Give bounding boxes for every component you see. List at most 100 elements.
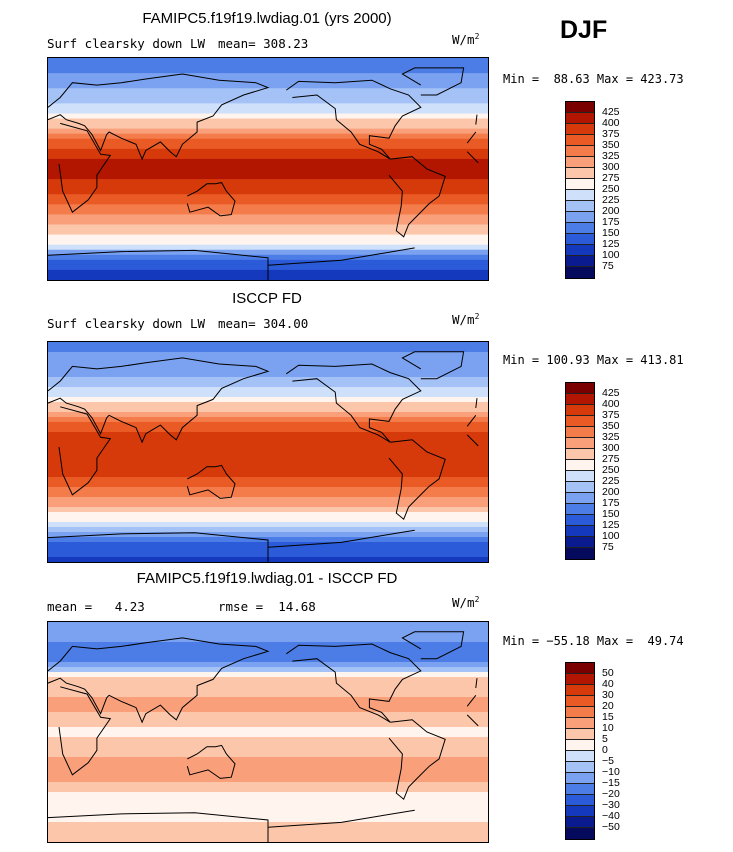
coastline-greenland — [401, 67, 465, 96]
contour-band — [48, 492, 488, 498]
contour-band — [48, 427, 488, 433]
contour-band — [48, 767, 488, 773]
colorbar-swatch — [566, 383, 594, 394]
coastline-antarctica — [267, 529, 415, 548]
contour-band — [48, 407, 488, 413]
colorbar-tick-label: −30 — [602, 799, 620, 811]
contour-band — [48, 727, 488, 733]
colorbar-swatch — [566, 696, 594, 707]
panel2-map-svg — [48, 342, 488, 562]
panel1-minmax: Min = 88.63 Max = 423.73 — [503, 72, 684, 86]
contour-band — [48, 697, 488, 703]
coastline-australia — [186, 182, 236, 217]
colorbar-swatch — [566, 828, 594, 839]
contour-band — [48, 194, 488, 200]
contour-band — [48, 98, 488, 105]
contour-band — [48, 133, 488, 140]
contour-band — [48, 179, 488, 185]
colorbar-swatch — [566, 267, 594, 278]
colorbar-tick-label: 325 — [602, 431, 620, 443]
contour-band — [48, 632, 488, 638]
contour-band — [48, 517, 488, 523]
panel1-map-svg — [48, 58, 488, 280]
colorbar-tick-label: 200 — [602, 205, 620, 217]
panel2-units: W/m2 — [452, 312, 480, 328]
colorbar-swatch — [566, 460, 594, 471]
contour-band — [48, 532, 488, 538]
colorbar-tick-label: 0 — [602, 744, 608, 756]
colorbar-swatch — [566, 674, 594, 685]
colorbar-swatch — [566, 179, 594, 190]
colorbar-tick-label: 250 — [602, 183, 620, 195]
coastline-europeAsia — [475, 398, 478, 409]
contour-band — [48, 682, 488, 688]
colorbar-swatch — [566, 773, 594, 784]
colorbar-swatch — [566, 504, 594, 515]
coastline-antarctica — [48, 249, 269, 280]
colorbar-swatch — [566, 729, 594, 740]
colorbar-tick-label: 10 — [602, 722, 614, 734]
colorbar-tick-label: 20 — [602, 700, 614, 712]
contour-band — [48, 812, 488, 818]
contour-band — [48, 63, 488, 69]
contour-band — [48, 372, 488, 378]
contour-band — [48, 174, 488, 180]
coastline-africa — [466, 151, 479, 164]
colorbar-swatch — [566, 223, 594, 234]
contour-band — [48, 143, 488, 150]
contour-band — [48, 462, 488, 468]
contour-band — [48, 807, 488, 813]
colorbar-tick-label: 400 — [602, 398, 620, 410]
contour-band — [48, 497, 488, 503]
contour-band — [48, 782, 488, 788]
coastline-africa — [58, 122, 112, 213]
contour-band — [48, 662, 488, 668]
contour-band — [48, 652, 488, 658]
contour-band — [48, 158, 488, 165]
panel1-title: FAMIPC5.f19f19.lwdiag.01 (yrs 2000) — [142, 10, 392, 27]
contour-band — [48, 692, 488, 698]
colorbar-swatch — [566, 124, 594, 135]
coastline-europeAsia — [475, 678, 478, 689]
panel2-mean: mean= 304.00 — [218, 316, 309, 331]
colorbar-swatch — [566, 817, 594, 828]
panel2-variable: Surf clearsky down LW — [47, 316, 206, 331]
coastline-europeAsia — [48, 637, 270, 724]
colorbar-tick-label: 30 — [602, 689, 614, 701]
contour-band — [48, 224, 488, 231]
contour-band — [48, 163, 488, 170]
contour-band — [48, 199, 488, 205]
coastline-antarctica — [48, 812, 269, 842]
contour-band — [48, 219, 488, 226]
colorbar-tick-label: 350 — [602, 139, 620, 151]
contour-band — [48, 83, 488, 89]
colorbar-tick-label: 200 — [602, 486, 620, 498]
contour-band — [48, 687, 488, 693]
coastline-africa — [58, 406, 112, 496]
contour-band — [48, 148, 488, 155]
contour-band — [48, 402, 488, 408]
colorbar-swatch — [566, 526, 594, 537]
contour-band — [48, 642, 488, 648]
contour-band — [48, 772, 488, 778]
contour-band — [48, 627, 488, 633]
coastline-europeAsia — [48, 357, 270, 444]
colorbar-tick-label: 325 — [602, 150, 620, 162]
panel3-title: FAMIPC5.f19f19.lwdiag.01 - ISCCP FD — [136, 570, 398, 587]
contour-band — [48, 702, 488, 708]
contour-band — [48, 184, 488, 190]
panel1-map — [47, 57, 489, 281]
colorbar-swatch — [566, 707, 594, 718]
contour-band — [48, 214, 488, 221]
contour-band — [48, 118, 488, 125]
contour-band — [48, 467, 488, 473]
contour-band — [48, 88, 488, 94]
panel2-colorbar-boxes — [565, 382, 595, 560]
colorbar-tick-label: −50 — [602, 821, 620, 833]
colorbar-tick-label: 150 — [602, 227, 620, 239]
contour-band — [48, 732, 488, 738]
colorbar-tick-label: 225 — [602, 194, 620, 206]
colorbar-tick-label: 15 — [602, 711, 614, 723]
contour-band — [48, 622, 488, 628]
colorbar-swatch — [566, 493, 594, 504]
